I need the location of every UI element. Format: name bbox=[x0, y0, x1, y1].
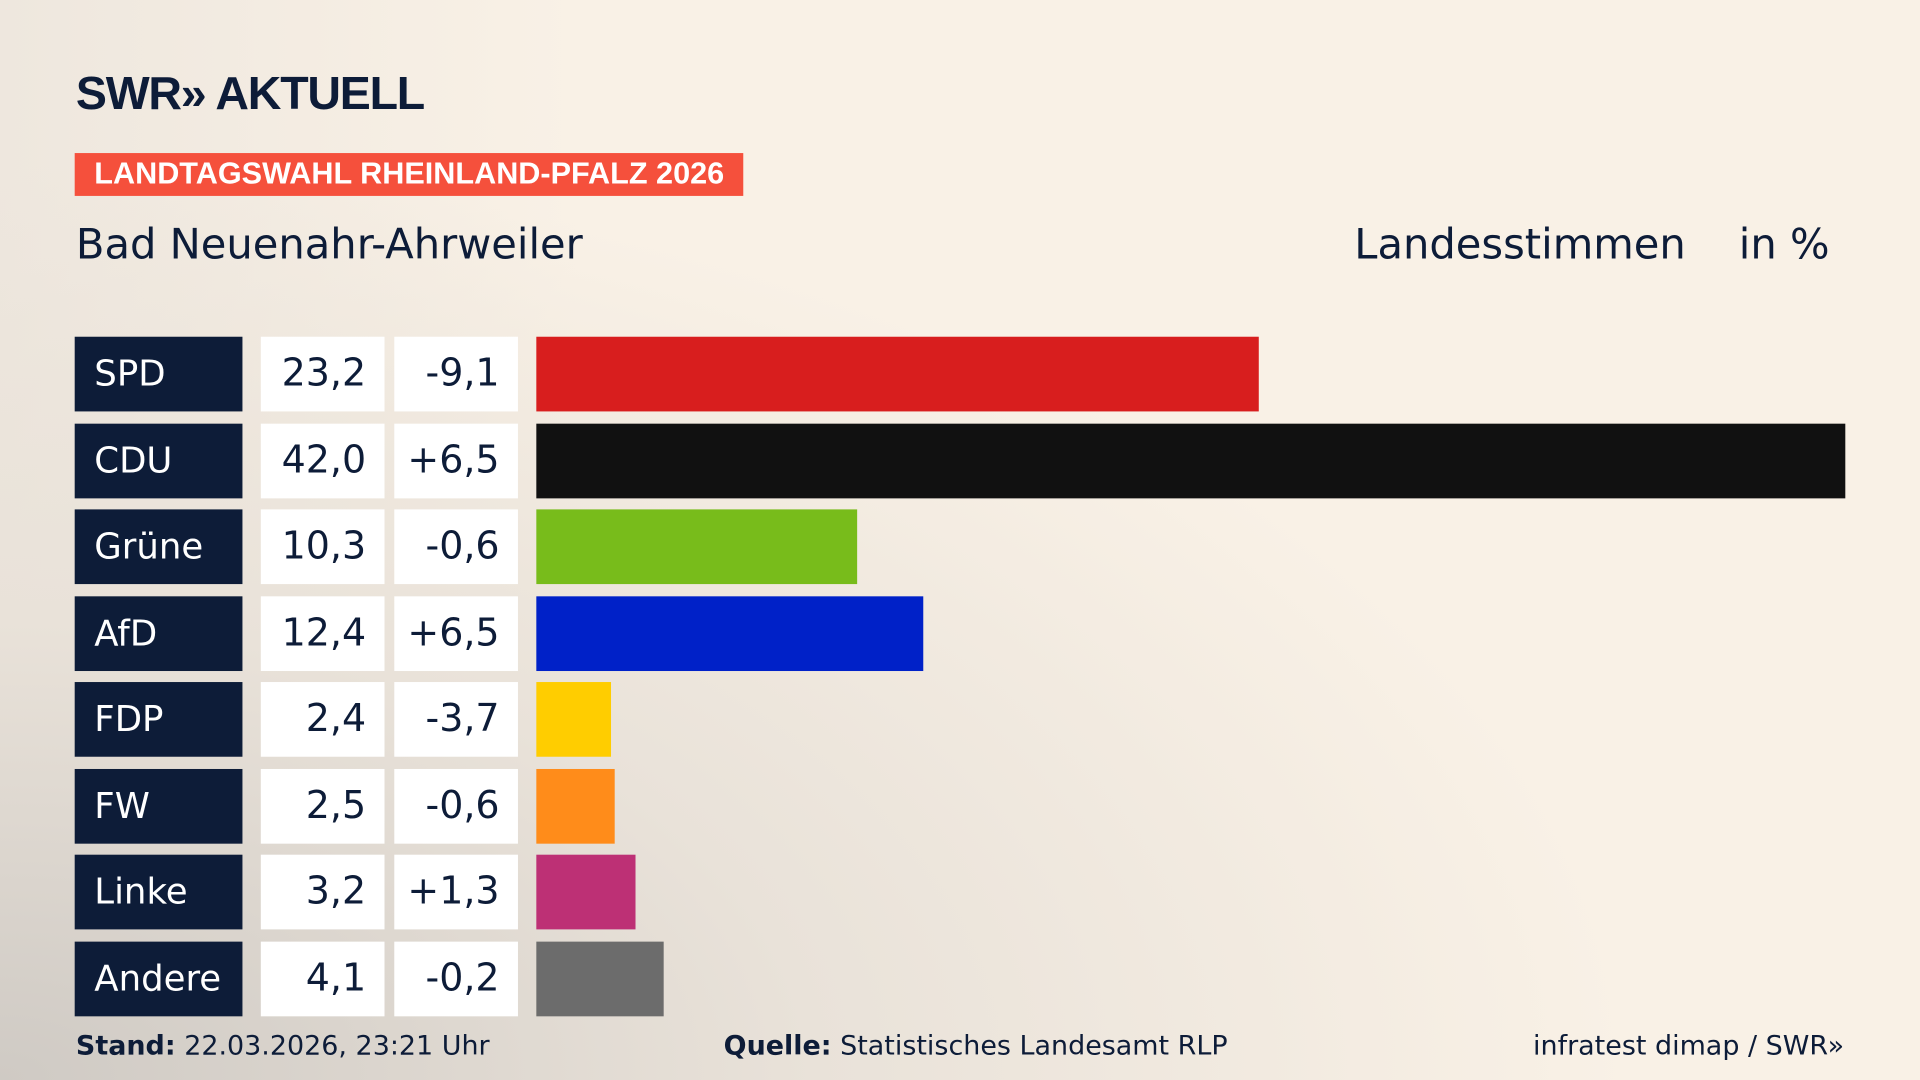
stand-info: Stand: 22.03.2026, 23:21 Uhr bbox=[76, 1031, 490, 1062]
source-value: Statistisches Landesamt RLP bbox=[840, 1031, 1228, 1062]
stand-value: 22.03.2026, 23:21 Uhr bbox=[184, 1031, 490, 1062]
stand-label: Stand: bbox=[75, 1031, 176, 1062]
change-label: -0,6 bbox=[394, 768, 518, 844]
region-title: Bad Neuenahr-Ahrweiler bbox=[75, 220, 583, 270]
party-label: FDP bbox=[74, 682, 243, 757]
party-label: AfD bbox=[74, 595, 243, 671]
value-label: 42,0 bbox=[260, 423, 385, 498]
party-label: SPD bbox=[74, 336, 243, 412]
bar-grüne bbox=[536, 509, 858, 585]
party-label: Linke bbox=[74, 854, 243, 930]
vote-type-label: Landesstimmen bbox=[1354, 220, 1686, 270]
change-label: -0,2 bbox=[394, 941, 518, 1016]
value-label: 12,4 bbox=[260, 595, 385, 671]
change-label: -0,6 bbox=[394, 509, 518, 585]
party-label: Grüne bbox=[74, 509, 243, 585]
party-label: FW bbox=[74, 768, 243, 844]
value-label: 3,2 bbox=[260, 854, 385, 930]
bar-spd bbox=[536, 336, 1260, 412]
bar-fw bbox=[536, 768, 615, 844]
swr-aktuell-logo: SWR» AKTUELL bbox=[75, 68, 425, 121]
bar-linke bbox=[536, 854, 637, 930]
change-label: +1,3 bbox=[394, 854, 518, 930]
source-label: Quelle: bbox=[723, 1031, 832, 1062]
bar-afd bbox=[536, 595, 923, 671]
value-label: 23,2 bbox=[260, 336, 385, 412]
party-label: Andere bbox=[74, 941, 243, 1016]
change-label: +6,5 bbox=[394, 595, 518, 671]
change-label: -9,1 bbox=[394, 336, 518, 412]
value-label: 10,3 bbox=[260, 509, 385, 585]
value-label: 2,5 bbox=[260, 768, 385, 844]
bar-fdp bbox=[536, 682, 612, 757]
party-label: CDU bbox=[74, 423, 243, 498]
value-label: 2,4 bbox=[260, 682, 385, 757]
source-info: Quelle: Statistisches Landesamt RLP bbox=[724, 1031, 1228, 1062]
change-label: -3,7 bbox=[394, 682, 518, 757]
change-label: +6,5 bbox=[394, 423, 518, 498]
credit: infratest dimap / SWR» bbox=[1533, 1031, 1845, 1062]
bar-andere bbox=[536, 941, 665, 1016]
election-banner: LANDTAGSWAHL RHEINLAND-PFALZ 2026 bbox=[74, 153, 744, 196]
value-label: 4,1 bbox=[260, 941, 385, 1016]
unit-label: in % bbox=[1738, 220, 1830, 270]
bar-cdu bbox=[536, 423, 1846, 498]
